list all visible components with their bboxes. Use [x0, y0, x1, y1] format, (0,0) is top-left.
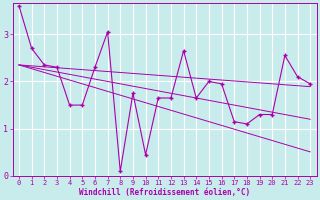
X-axis label: Windchill (Refroidissement éolien,°C): Windchill (Refroidissement éolien,°C)	[79, 188, 250, 197]
